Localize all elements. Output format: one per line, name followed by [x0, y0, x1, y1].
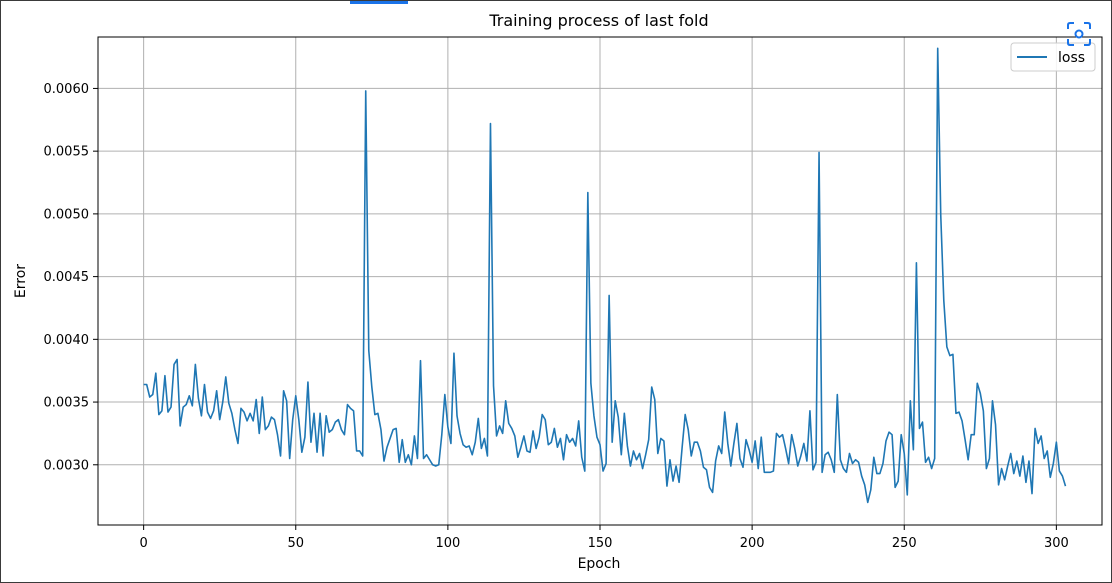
x-tick-label: 300	[1044, 536, 1069, 551]
legend-box	[1010, 42, 1096, 72]
focus-frame-button[interactable]	[1065, 20, 1093, 48]
y-tick-label: 0.0055	[44, 145, 90, 160]
y-tick-label: 0.0030	[44, 458, 90, 473]
x-tick-label: 100	[435, 536, 460, 551]
y-axis-label: Error	[13, 264, 29, 298]
x-tick-label: 150	[588, 536, 613, 551]
focus-frame-icon	[1067, 22, 1091, 46]
x-tick-label: 200	[740, 536, 765, 551]
series-layer	[143, 47, 1067, 504]
x-tick-label: 250	[892, 536, 917, 551]
y-tick-label: 0.0040	[44, 333, 90, 348]
legend: loss	[1010, 42, 1096, 72]
series-line-loss	[143, 47, 1067, 504]
top-accent-bar	[350, 1, 408, 4]
legend-label-loss: loss	[1058, 50, 1085, 66]
x-tick-label: 50	[287, 536, 304, 551]
y-ticks: 0.0030 0.0035 0.0040 0.0045 0.0050 0.0055 0.00…	[44, 82, 98, 473]
chart-title: Training process of last fold	[488, 11, 708, 30]
grid	[98, 37, 1102, 525]
y-tick-label: 0.0060	[44, 82, 90, 97]
x-axis-label: Epoch	[578, 556, 621, 572]
y-tick-label: 0.0045	[44, 270, 90, 285]
x-tick-label: 0	[139, 536, 147, 551]
y-tick-label: 0.0050	[44, 207, 90, 222]
x-ticks: 0 50 100 150 200 250 300	[139, 525, 1069, 551]
y-tick-label: 0.0035	[44, 396, 90, 411]
